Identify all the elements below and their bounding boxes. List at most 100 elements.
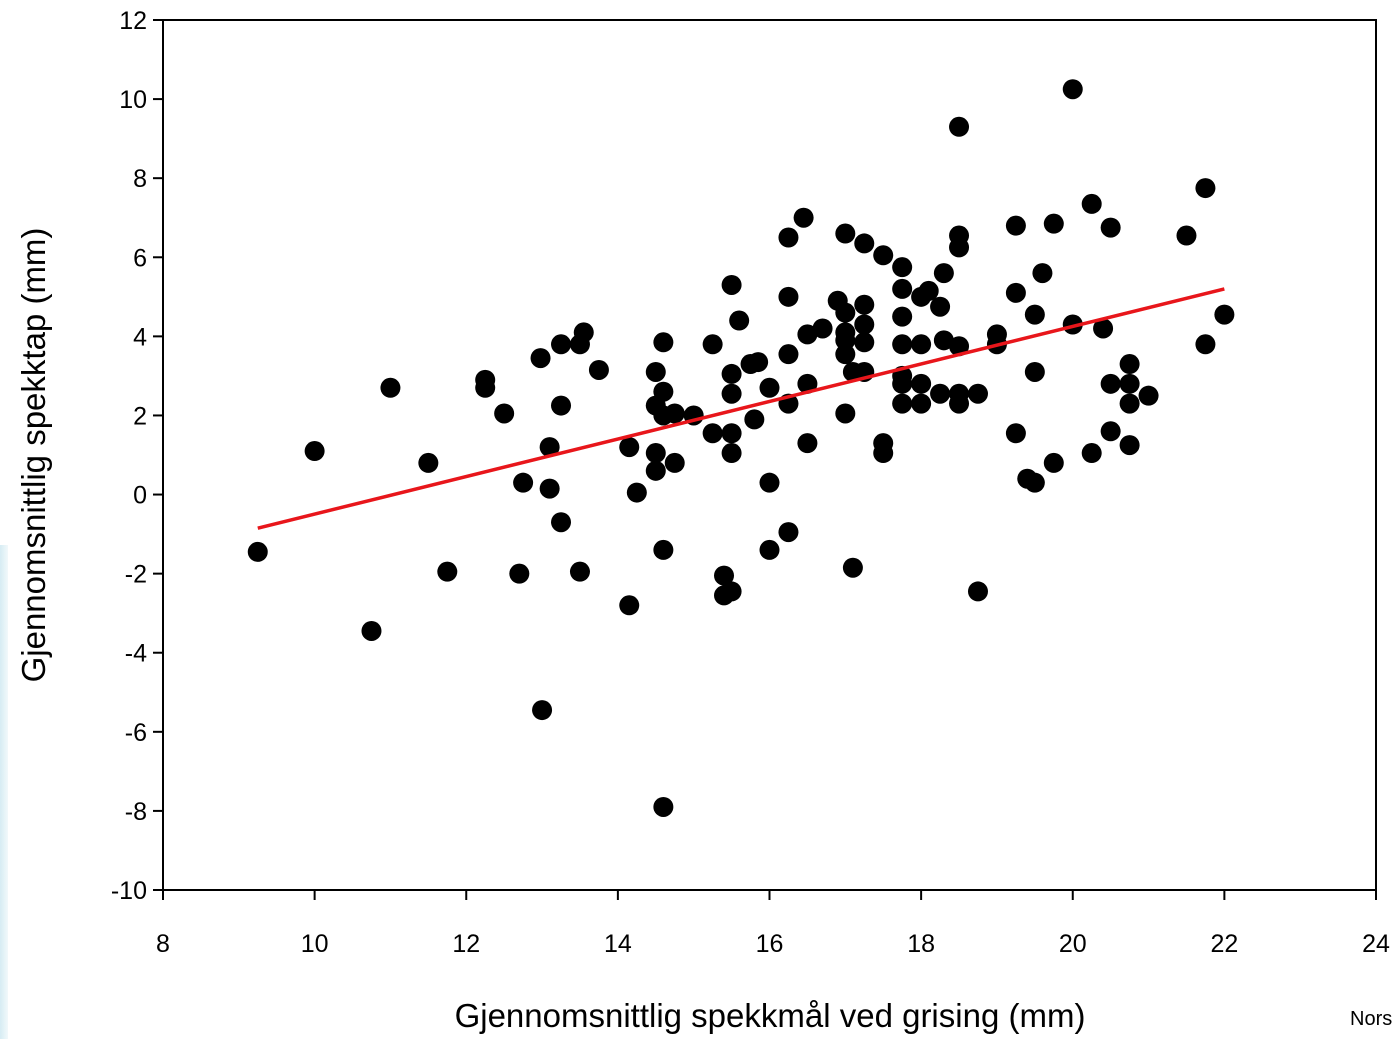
data-point (653, 796, 674, 817)
data-point (1100, 421, 1121, 442)
y-tick-label: 10 (119, 86, 147, 114)
data-point (539, 478, 560, 499)
data-point (797, 433, 818, 454)
data-point (873, 443, 894, 464)
data-point (588, 359, 609, 380)
x-tick-label: 12 (452, 930, 480, 958)
data-point (748, 352, 769, 373)
data-point (930, 296, 951, 317)
data-point (702, 423, 723, 444)
data-point (1081, 443, 1102, 464)
data-point (1062, 314, 1083, 335)
data-point (1100, 217, 1121, 238)
data-point (247, 541, 268, 562)
data-point (494, 403, 515, 424)
data-point (1043, 213, 1064, 234)
data-point (645, 443, 666, 464)
data-point (835, 302, 856, 323)
data-point (619, 595, 640, 616)
data-point (645, 460, 666, 481)
data-point (797, 324, 818, 345)
data-point (1043, 452, 1064, 473)
data-point (967, 383, 988, 404)
trendline (257, 287, 1225, 530)
data-point (380, 377, 401, 398)
y-tick-label: -10 (111, 877, 147, 905)
data-point (532, 700, 553, 721)
data-point (664, 403, 685, 424)
data-point (949, 393, 970, 414)
data-point (729, 310, 750, 331)
y-tick-label: 6 (133, 244, 147, 272)
data-point (873, 245, 894, 266)
data-point (892, 257, 913, 278)
data-point (573, 322, 594, 343)
footer-note: Nors (1350, 1008, 1393, 1030)
plot-frame (162, 19, 1377, 891)
data-point (626, 482, 647, 503)
x-axis-title: Gjennomsnittlig spekkmål ved grising (mm… (455, 997, 1086, 1034)
data-point (892, 393, 913, 414)
data-point (759, 539, 780, 560)
data-point (1138, 385, 1159, 406)
data-point (793, 207, 814, 228)
y-tick-label: -2 (125, 561, 147, 589)
data-point (1024, 472, 1045, 493)
data-point (475, 377, 496, 398)
data-point (933, 330, 954, 351)
y-tick-label: 0 (133, 482, 147, 510)
data-point (513, 472, 534, 493)
data-point (1119, 373, 1140, 394)
x-tick-label: 8 (156, 930, 170, 958)
axes (162, 19, 1377, 891)
data-point (702, 334, 723, 355)
data-point (551, 395, 572, 416)
data-point (361, 620, 382, 641)
data-point (714, 565, 735, 586)
x-tick-label: 14 (604, 930, 632, 958)
data-point (892, 278, 913, 299)
data-point (721, 383, 742, 404)
data-point (854, 332, 875, 353)
data-point (911, 334, 932, 355)
data-point (1119, 393, 1140, 414)
data-point (1024, 361, 1045, 382)
data-point (1005, 423, 1026, 444)
data-point (1005, 215, 1026, 236)
x-tick-label: 24 (1362, 930, 1390, 958)
data-point (1032, 263, 1053, 284)
data-point (569, 561, 590, 582)
data-point (892, 373, 913, 394)
data-point (1093, 318, 1114, 339)
y-tick-label: 2 (133, 402, 147, 430)
data-point (653, 381, 674, 402)
data-point (551, 512, 572, 533)
data-point (835, 403, 856, 424)
data-point (1119, 435, 1140, 456)
data-point (949, 116, 970, 137)
data-point (759, 472, 780, 493)
data-point (619, 437, 640, 458)
data-point (721, 581, 742, 602)
x-tick-label: 16 (756, 930, 784, 958)
data-point (835, 330, 856, 351)
data-point (1100, 373, 1121, 394)
y-tick-label: -4 (125, 640, 147, 668)
data-point (1214, 304, 1235, 325)
data-point (653, 332, 674, 353)
data-point (1081, 193, 1102, 214)
x-tick-label: 20 (1059, 930, 1087, 958)
data-point (892, 306, 913, 327)
y-tick-label: 12 (119, 7, 147, 35)
data-point (418, 452, 439, 473)
data-point (664, 452, 685, 473)
data-point (835, 223, 856, 244)
y-tick-label: 8 (133, 165, 147, 193)
y-tick-label: -6 (125, 719, 147, 747)
y-axis-title: Gjennomsnittlig spekktap (mm) (15, 228, 52, 683)
data-point (854, 294, 875, 315)
data-point (892, 334, 913, 355)
data-point (539, 437, 560, 458)
data-point (835, 344, 856, 365)
